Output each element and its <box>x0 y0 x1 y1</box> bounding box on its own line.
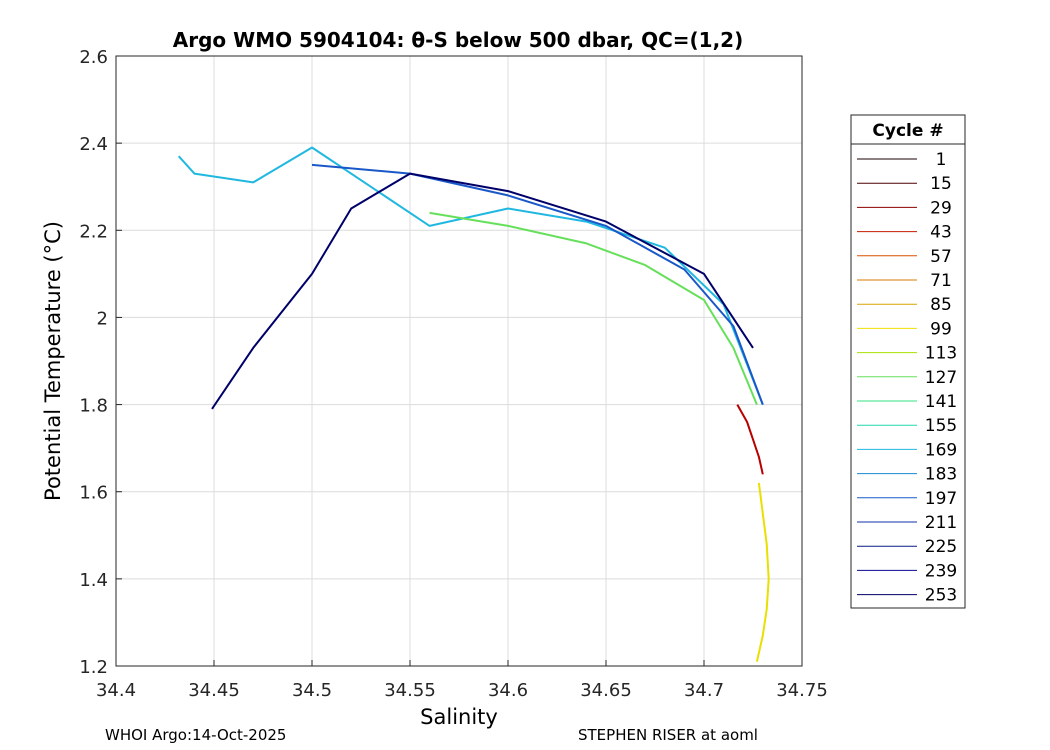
x-tick-label: 34.4 <box>96 680 136 701</box>
legend-label: 225 <box>925 537 957 557</box>
legend-box <box>850 114 966 609</box>
x-tick-label: 34.7 <box>684 680 724 701</box>
x-tick-label: 34.5 <box>292 680 332 701</box>
x-tick-label: 34.55 <box>384 680 436 701</box>
legend-label: 183 <box>925 465 957 485</box>
footer-source: WHOI Argo:14-Oct-2025 <box>105 726 287 744</box>
y-tick-label: 2.2 <box>79 221 108 242</box>
legend-title: Cycle # <box>872 121 943 141</box>
series-line-3 <box>177 146 764 405</box>
plot-area-frame <box>115 55 803 667</box>
x-axis-label: Salinity <box>420 705 498 729</box>
legend-label: 169 <box>925 440 957 460</box>
legend-label: 197 <box>925 489 957 509</box>
x-tick-label: 34.75 <box>776 680 828 701</box>
y-tick-label: 2.6 <box>79 47 108 68</box>
series-line-5 <box>211 172 754 410</box>
x-tick-label: 34.45 <box>188 680 240 701</box>
series-line-2 <box>429 211 758 405</box>
legend-entries: 1 15 29 43 57 71 85 99 113 127 141 155 169 183 197 211 2… <box>857 150 957 606</box>
series-line-1 <box>755 482 770 662</box>
legend-label: 29 <box>930 198 952 218</box>
chart-title: Argo WMO 5904104: θ-S below 500 dbar, QC… <box>173 28 743 52</box>
legend-label: 113 <box>925 344 957 364</box>
y-tick-label: 1.6 <box>79 483 108 504</box>
legend-label: 15 <box>930 174 952 194</box>
y-tick-label: 2 <box>97 308 108 329</box>
x-tick-label: 34.6 <box>488 680 528 701</box>
y-tick-label: 1.4 <box>79 570 108 591</box>
x-tick-label: 34.65 <box>580 680 632 701</box>
axis-ticks: 34.4 34.45 34.5 34.55 34.6 34.65 34.7 34.75 1.2 1… <box>79 47 827 701</box>
y-tick-label: 2.4 <box>79 134 108 155</box>
legend-label: 253 <box>925 586 957 606</box>
legend-label: 71 <box>930 271 952 291</box>
legend-label: 239 <box>925 561 957 581</box>
legend-label: 211 <box>925 513 957 533</box>
legend-label: 99 <box>930 319 952 339</box>
legend: Cycle # 1 15 29 43 57 71 85 99 113 127 141 155 169 18… <box>850 114 966 609</box>
y-axis-label: Potential Temperature (°C) <box>41 221 65 501</box>
legend-label: 85 <box>930 295 952 315</box>
footer-credit: STEPHEN RISER at aoml <box>578 726 758 744</box>
legend-label: 1 <box>936 150 947 170</box>
legend-label: 57 <box>930 247 952 267</box>
series-line-0 <box>736 404 764 475</box>
legend-label: 155 <box>925 416 957 436</box>
y-tick-label: 1.2 <box>79 657 108 678</box>
legend-label: 141 <box>925 392 957 412</box>
legend-label: 43 <box>930 223 952 243</box>
y-tick-label: 1.8 <box>79 396 108 417</box>
legend-label: 127 <box>925 368 957 388</box>
series-layer <box>177 146 770 662</box>
